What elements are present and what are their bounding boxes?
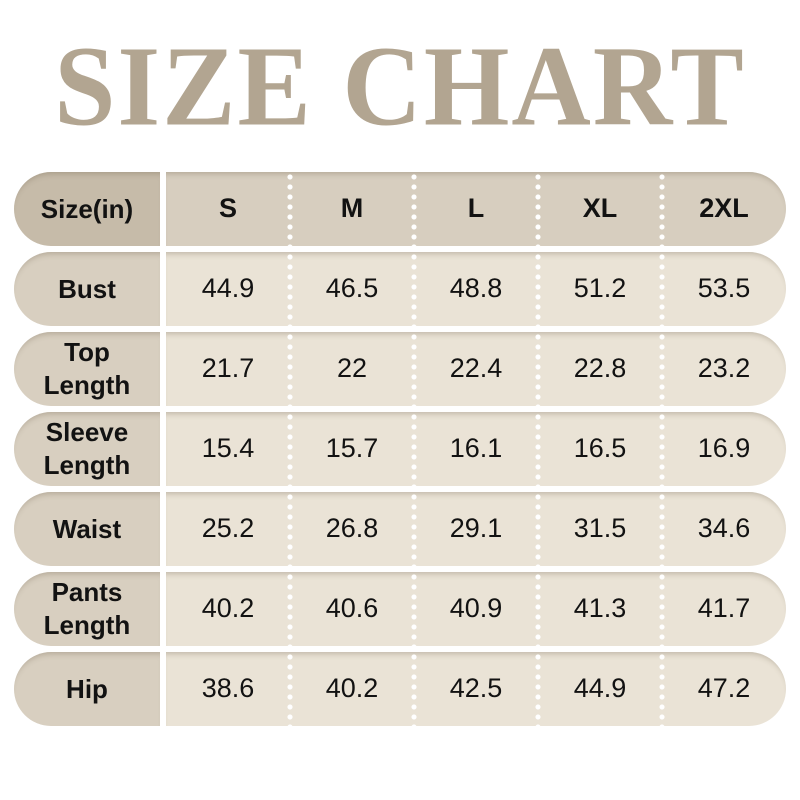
- measurement-value: 40.2: [201, 593, 255, 624]
- row-values-strip: 15.4 15.7 16.1 16.5 16.9: [166, 411, 786, 486]
- column-header-m: M: [287, 171, 414, 246]
- column-header-s: S: [218, 193, 237, 224]
- measurement-value: 40.2: [287, 651, 414, 726]
- table-row-hip: Hip 38.6 40.2 42.5 44.9 47.2: [14, 651, 786, 726]
- row-label: Pants Length: [14, 571, 160, 646]
- column-header-xl: XL: [535, 171, 662, 246]
- row-label: Waist: [14, 491, 160, 566]
- measurement-value: 16.9: [659, 411, 786, 486]
- measurement-value: 22.8: [535, 331, 662, 406]
- row-values-strip: 44.9 46.5 48.8 51.2 53.5: [166, 251, 786, 326]
- measurement-value: 38.6: [201, 673, 255, 704]
- table-row-pants-length: Pants Length 40.2 40.6 40.9 41.3 41.7: [14, 571, 786, 646]
- measurement-value: 16.1: [411, 411, 538, 486]
- table-row-top-length: Top Length 21.7 22 22.4 22.8 23.2: [14, 331, 786, 406]
- row-label: Top Length: [14, 331, 160, 406]
- measurement-value: 22.4: [411, 331, 538, 406]
- header-label-cell: Size(in): [14, 171, 160, 246]
- row-values-strip: 38.6 40.2 42.5 44.9 47.2: [166, 651, 786, 726]
- page-title: SIZE CHART: [54, 22, 746, 150]
- measurement-value: 41.3: [535, 571, 662, 646]
- measurement-value: 16.5: [535, 411, 662, 486]
- measurement-value: 42.5: [411, 651, 538, 726]
- measurement-value: 15.4: [201, 433, 255, 464]
- measurement-value: 23.2: [659, 331, 786, 406]
- measurement-value: 44.9: [201, 273, 255, 304]
- row-label: Bust: [14, 251, 160, 326]
- measurement-value: 26.8: [287, 491, 414, 566]
- measurement-value: 53.5: [659, 251, 786, 326]
- row-values-strip: 21.7 22 22.4 22.8 23.2: [166, 331, 786, 406]
- measurement-value: 44.9: [535, 651, 662, 726]
- column-header-2xl: 2XL: [659, 171, 786, 246]
- measurement-value: 31.5: [535, 491, 662, 566]
- size-chart-table: Size(in) S M L XL 2XL Bust 44.9 46.5 48.…: [14, 171, 786, 726]
- measurement-value: 51.2: [535, 251, 662, 326]
- measurement-value: 22: [287, 331, 414, 406]
- measurement-value: 21.7: [201, 353, 255, 384]
- measurement-value: 34.6: [659, 491, 786, 566]
- row-label: Hip: [14, 651, 160, 726]
- measurement-value: 40.9: [411, 571, 538, 646]
- column-header-l: L: [411, 171, 538, 246]
- measurement-value: 29.1: [411, 491, 538, 566]
- measurement-value: 48.8: [411, 251, 538, 326]
- table-row-bust: Bust 44.9 46.5 48.8 51.2 53.5: [14, 251, 786, 326]
- header-values-strip: S M L XL 2XL: [166, 171, 786, 246]
- table-row-waist: Waist 25.2 26.8 29.1 31.5 34.6: [14, 491, 786, 566]
- measurement-value: 25.2: [201, 513, 255, 544]
- table-row-sleeve-length: Sleeve Length 15.4 15.7 16.1 16.5 16.9: [14, 411, 786, 486]
- table-header-row: Size(in) S M L XL 2XL: [14, 171, 786, 246]
- measurement-value: 46.5: [287, 251, 414, 326]
- row-values-strip: 40.2 40.6 40.9 41.3 41.7: [166, 571, 786, 646]
- row-values-strip: 25.2 26.8 29.1 31.5 34.6: [166, 491, 786, 566]
- measurement-value: 15.7: [287, 411, 414, 486]
- measurement-value: 47.2: [659, 651, 786, 726]
- row-label: Sleeve Length: [14, 411, 160, 486]
- measurement-value: 40.6: [287, 571, 414, 646]
- measurement-value: 41.7: [659, 571, 786, 646]
